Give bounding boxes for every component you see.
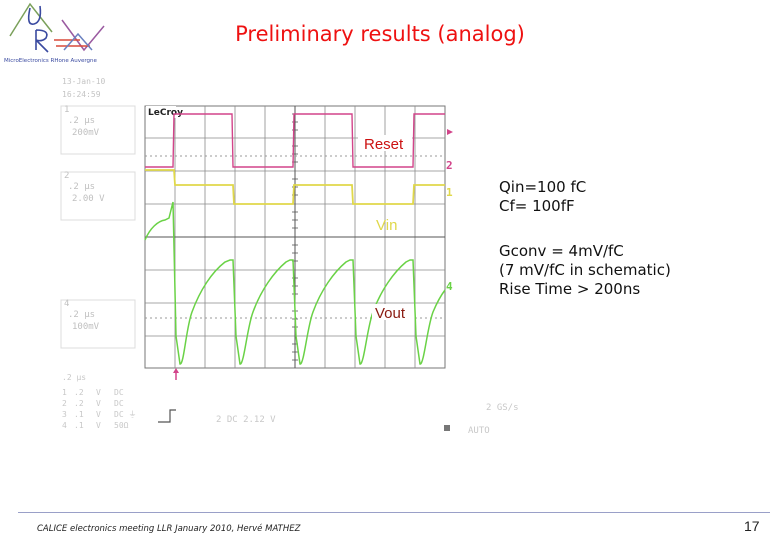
ch1-number: 1	[64, 105, 69, 115]
marker-2: 2	[446, 159, 453, 172]
note-schematic: (7 mV/fC in schematic)	[499, 261, 671, 279]
mrha-logo: MicroElectronics RHone Auvergne	[4, 2, 105, 64]
chrow-3-u: V	[96, 410, 101, 419]
reset-label-bg	[358, 135, 412, 151]
footer-rule	[18, 512, 770, 513]
ch4-info-box: 4 .2 µs 100mV	[60, 299, 136, 349]
brand-label-bg	[146, 106, 176, 118]
auto-mode-icon	[444, 425, 450, 431]
bottom-timebase: .2 µs	[62, 373, 86, 382]
marker-1: 1	[446, 186, 453, 199]
reset-label: Reset	[364, 136, 404, 153]
chrow-4-v: .1	[74, 421, 84, 430]
marker-4: 4	[446, 280, 453, 293]
footer-text: CALICE electronics meeting LLR January 2…	[37, 524, 301, 534]
vin-trace	[145, 169, 445, 205]
note-rise-time: Rise Time > 200ns	[499, 280, 641, 298]
chrow-4-ch: 4	[62, 421, 67, 430]
note-gconv: Gconv = 4mV/fC	[499, 242, 624, 260]
ch2-info-box: 2 .2 µs 2.00 V	[60, 171, 136, 221]
reset-trace	[145, 113, 445, 168]
chrow-1-u: V	[96, 388, 101, 397]
note-qin: Qin=100 fC	[499, 178, 587, 196]
ch4-timebase: .2 µs	[68, 310, 95, 320]
oscilloscope-screenshot: 13-Jan-10 16:24:59 1 .2 µs 200mV 2 .2 µs…	[60, 77, 519, 436]
vout-label: Vout	[375, 305, 406, 322]
trigger-edge-icon	[158, 409, 176, 423]
slide-title: Preliminary results (analog)	[235, 22, 525, 46]
trigger-readout: 2 DC 2.12 V	[216, 415, 276, 425]
chrow-3-c: DC ⏚	[114, 410, 136, 419]
ch1-level-marker	[447, 129, 453, 135]
chrow-2-ch: 2	[62, 399, 67, 408]
note-cf: Cf= 100fF	[499, 197, 575, 215]
vin-label: Vin	[376, 217, 397, 234]
ch1-info-box: 1 .2 µs 200mV	[60, 105, 136, 155]
channel-table: 1 .2 V DC 2 .2 V DC 3 .1 V DC ⏚ 4 .1 V 5…	[62, 388, 136, 430]
scope-date: 13-Jan-10	[62, 77, 106, 86]
ch1-timebase: .2 µs	[68, 116, 95, 126]
chrow-4-u: V	[96, 421, 101, 430]
ch1-volts: 200mV	[72, 128, 100, 138]
chrow-3-ch: 3	[62, 410, 67, 419]
vout-label-bg	[372, 304, 414, 320]
sample-rate: 2 GS/s	[486, 403, 519, 413]
page-number: 17	[744, 518, 760, 534]
ch2-number: 2	[64, 171, 69, 181]
chrow-1-c: DC	[114, 388, 124, 397]
chrow-1-v: .2	[74, 388, 84, 397]
ch4-volts: 100mV	[72, 322, 100, 332]
chrow-2-v: .2	[74, 399, 84, 408]
ch4-number: 4	[64, 299, 69, 309]
chrow-4-c: 50Ω	[114, 421, 129, 430]
vout-trace	[144, 201, 446, 365]
ch2-timebase: .2 µs	[68, 182, 95, 192]
ch2-volts: 2.00 V	[72, 194, 105, 204]
result-notes: Qin=100 fC Cf= 100fF Gconv = 4mV/fC (7 m…	[499, 178, 671, 299]
trigger-pos-arrow	[173, 368, 179, 373]
scope-brand: LeCroy	[148, 108, 183, 118]
chrow-1-ch: 1	[62, 388, 67, 397]
trigger-mode: AUTO	[468, 426, 490, 436]
scope-time: 16:24:59	[62, 90, 101, 99]
logo-caption: MicroElectronics RHone Auvergne	[4, 58, 97, 64]
chrow-3-v: .1	[74, 410, 84, 419]
chrow-2-u: V	[96, 399, 101, 408]
chrow-2-c: DC	[114, 399, 124, 408]
